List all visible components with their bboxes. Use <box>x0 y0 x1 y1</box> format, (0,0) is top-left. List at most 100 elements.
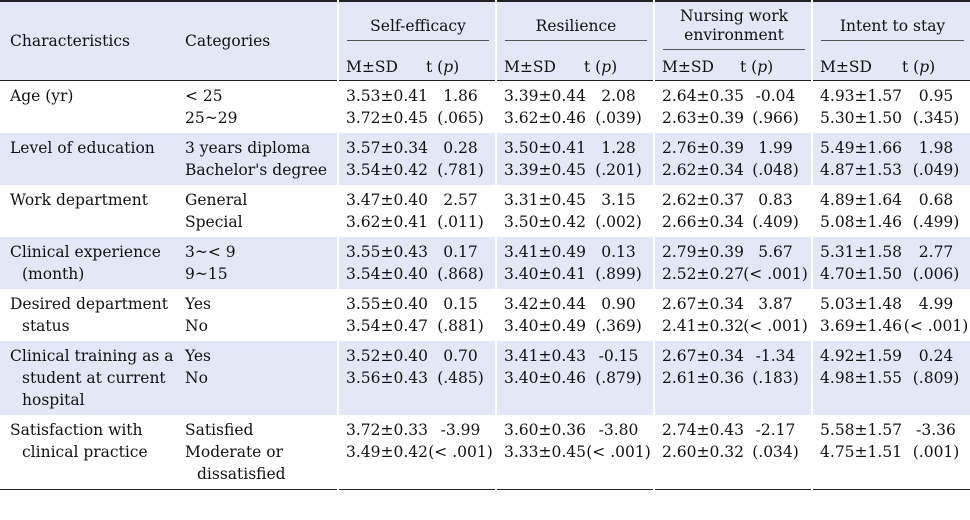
mean-sd-value: 5.03±1.48 <box>820 295 903 313</box>
p-value: (< .001) <box>428 443 493 461</box>
cell-mean-sd: 3.50±0.41 3.39±0.45 <box>495 133 587 185</box>
mean-sd-value: 2.67±0.34 <box>662 295 745 313</box>
mean-sd-value: 3.50±0.42 <box>504 213 587 231</box>
cell-t-p: 2.57 (.011) <box>426 185 496 237</box>
cell-t-p: -0.04 (.966) <box>740 81 812 134</box>
mean-sd-value: 4.92±1.59 <box>820 347 903 365</box>
header-close-paren: ) <box>611 58 618 76</box>
cell-mean-sd: 5.58±1.57 4.75±1.51 <box>811 415 903 490</box>
t-value: 0.83 <box>758 191 793 209</box>
cell-characteristic: Desired department status <box>0 289 183 341</box>
group-label: Resilience <box>505 16 648 41</box>
header-t-label: t ( <box>584 58 602 76</box>
cell-t-p: 0.83 (.409) <box>740 185 812 237</box>
p-value: (.369) <box>595 317 642 335</box>
category-text: Special <box>185 213 243 231</box>
p-value: (.006) <box>912 265 960 283</box>
table-row: Level of education 3 years diploma Bachelo… <box>0 133 970 185</box>
cell-t-p: -1.34 (.183) <box>740 341 813 415</box>
table-body: Age (yr) < 25 25~29 3.53±0.41 3.72±0.45 1.86 (… <box>0 80 970 490</box>
cell-mean-sd: 2.79±0.39 2.52±0.27 <box>653 237 745 289</box>
mean-sd-value: 3.50±0.41 <box>504 139 587 157</box>
t-value: -3.80 <box>598 421 639 439</box>
cell-t-p: 0.95 (.345) <box>902 81 970 134</box>
category-text: Bachelor's degree <box>185 161 328 179</box>
mean-sd-value: 2.61±0.36 <box>662 369 745 387</box>
mean-sd-value: 5.58±1.57 <box>820 421 903 439</box>
category-text: 9~15 <box>185 265 228 283</box>
header-p-label: p <box>601 58 612 76</box>
p-value: (.039) <box>595 109 642 127</box>
group-label: Self-efficacy <box>347 16 490 41</box>
cell-characteristic: Satisfaction with clinical practice <box>0 415 183 490</box>
category-text: No <box>185 317 208 335</box>
cell-mean-sd: 3.39±0.44 3.62±0.46 <box>495 80 587 133</box>
characteristic-text: clinical practice <box>22 443 148 461</box>
header-group-nursing-work-environment: Nursing work environment <box>653 1 813 54</box>
cell-categories: Satisfied Moderate or dissatisfied <box>183 415 338 490</box>
t-value: 2.08 <box>601 87 636 105</box>
cell-mean-sd: 3.57±0.34 3.54±0.42 <box>337 133 429 185</box>
header-p-label: p <box>757 58 768 76</box>
mean-sd-value: 4.75±1.51 <box>820 443 903 461</box>
t-value: 2.57 <box>443 191 478 209</box>
cell-t-p: -3.80 (< .001) <box>584 415 654 490</box>
header-row-subcolumns: M±SD t (p) M±SD t (p) M±SD t (p) M±SD t (p) <box>0 54 970 81</box>
header-t-label: t ( <box>426 58 444 76</box>
cell-mean-sd: 3.41±0.49 3.40±0.41 <box>495 237 586 289</box>
p-value: (.781) <box>437 161 484 179</box>
table-row: Desired department status Yes No 3.55±0.40 3.… <box>0 289 970 341</box>
mean-sd-value: 3.54±0.42 <box>346 161 429 179</box>
header-t-label: t ( <box>902 58 920 76</box>
p-value: (.809) <box>912 369 960 387</box>
mean-sd-value: 3.55±0.40 <box>346 295 429 313</box>
p-value: (.201) <box>595 161 642 179</box>
cell-mean-sd: 3.31±0.45 3.50±0.42 <box>495 185 587 237</box>
cell-t-p: 3.15 (.002) <box>584 185 654 237</box>
cell-mean-sd: 2.67±0.34 2.41±0.32 <box>653 289 745 341</box>
header-p-label: p <box>919 58 930 76</box>
cell-t-p: 1.86 (.065) <box>426 81 496 134</box>
mean-sd-value: 4.93±1.57 <box>820 87 903 105</box>
mean-sd-value: 3.72±0.45 <box>346 109 429 127</box>
cell-t-p: 0.24 (.809) <box>902 341 970 415</box>
t-value: 5.67 <box>758 243 793 261</box>
mean-sd-value: 4.98±1.55 <box>820 369 903 387</box>
header-t-label: t ( <box>740 58 758 76</box>
mean-sd-value: 2.62±0.34 <box>662 161 745 179</box>
table-row: Clinical training as a student at current… <box>0 341 970 415</box>
p-value: (.001) <box>912 443 960 461</box>
header-t-p: t (p) <box>902 54 970 81</box>
header-close-paren: ) <box>767 58 774 76</box>
characteristic-text: hospital <box>22 391 85 409</box>
cell-t-p: -3.99 (< .001) <box>426 415 496 490</box>
group-label: Nursing work environment <box>663 7 806 50</box>
header-categories: Categories <box>183 1 338 81</box>
header-t-p: t (p) <box>584 54 654 81</box>
cell-mean-sd: 3.42±0.44 3.40±0.49 <box>495 289 586 341</box>
mean-sd-value: 2.66±0.34 <box>662 213 745 231</box>
cell-categories: 3~< 9 9~15 <box>183 237 338 289</box>
p-value: (.409) <box>752 213 799 231</box>
p-value: (.499) <box>912 213 960 231</box>
table-row: Age (yr) < 25 25~29 3.53±0.41 3.72±0.45 1.86 (… <box>0 80 970 134</box>
category-text: No <box>185 369 208 387</box>
t-value: 0.95 <box>918 87 954 105</box>
cell-mean-sd: 3.60±0.36 3.33±0.45 <box>495 415 586 490</box>
cell-t-p: 0.17 (.868) <box>426 237 497 289</box>
mean-sd-value: 2.60±0.32 <box>662 443 745 461</box>
cell-mean-sd: 3.41±0.43 3.40±0.46 <box>495 341 587 415</box>
p-value: (.966) <box>752 109 799 127</box>
header-characteristics: Characteristics <box>0 1 183 81</box>
category-text: dissatisfied <box>197 465 286 483</box>
cell-t-p: 0.15 (.881) <box>426 289 496 341</box>
cell-mean-sd: 2.64±0.35 2.63±0.39 <box>653 80 744 133</box>
category-text: 3~< 9 <box>185 243 236 261</box>
mean-sd-value: 3.62±0.46 <box>504 109 587 127</box>
table-row: Clinical experience (month) 3~< 9 9~15 3.55±… <box>0 237 970 289</box>
characteristic-text: Age (yr) <box>10 87 74 105</box>
mean-sd-value: 3.40±0.46 <box>504 369 587 387</box>
cell-characteristic: Age (yr) <box>0 81 183 134</box>
mean-sd-value: 2.79±0.39 <box>662 243 745 261</box>
t-value: 1.28 <box>601 139 636 157</box>
